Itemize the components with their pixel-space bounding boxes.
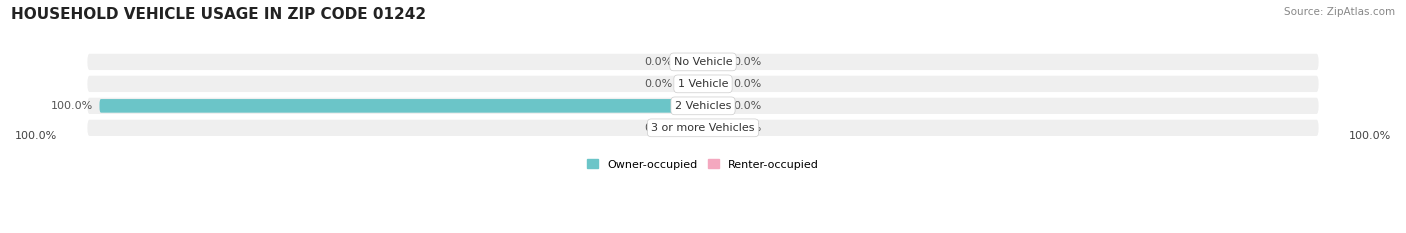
FancyBboxPatch shape: [679, 77, 703, 91]
FancyBboxPatch shape: [703, 99, 727, 113]
Text: 0.0%: 0.0%: [644, 57, 673, 67]
Text: 100.0%: 100.0%: [51, 101, 93, 111]
Text: 2 Vehicles: 2 Vehicles: [675, 101, 731, 111]
Text: 0.0%: 0.0%: [733, 101, 762, 111]
FancyBboxPatch shape: [703, 55, 727, 69]
Text: 100.0%: 100.0%: [1348, 131, 1391, 141]
Text: 0.0%: 0.0%: [644, 79, 673, 89]
Text: 0.0%: 0.0%: [644, 123, 673, 133]
Text: Source: ZipAtlas.com: Source: ZipAtlas.com: [1284, 7, 1395, 17]
Text: 3 or more Vehicles: 3 or more Vehicles: [651, 123, 755, 133]
Text: No Vehicle: No Vehicle: [673, 57, 733, 67]
FancyBboxPatch shape: [87, 120, 1319, 136]
FancyBboxPatch shape: [87, 98, 1319, 114]
FancyBboxPatch shape: [679, 121, 703, 135]
FancyBboxPatch shape: [100, 99, 703, 113]
FancyBboxPatch shape: [703, 77, 727, 91]
Text: HOUSEHOLD VEHICLE USAGE IN ZIP CODE 01242: HOUSEHOLD VEHICLE USAGE IN ZIP CODE 0124…: [11, 7, 426, 22]
Text: 1 Vehicle: 1 Vehicle: [678, 79, 728, 89]
Legend: Owner-occupied, Renter-occupied: Owner-occupied, Renter-occupied: [586, 159, 820, 170]
FancyBboxPatch shape: [703, 121, 727, 135]
FancyBboxPatch shape: [87, 76, 1319, 92]
Text: 0.0%: 0.0%: [733, 57, 762, 67]
Text: 0.0%: 0.0%: [733, 79, 762, 89]
FancyBboxPatch shape: [87, 54, 1319, 70]
Text: 100.0%: 100.0%: [15, 131, 58, 141]
Text: 0.0%: 0.0%: [733, 123, 762, 133]
FancyBboxPatch shape: [679, 55, 703, 69]
